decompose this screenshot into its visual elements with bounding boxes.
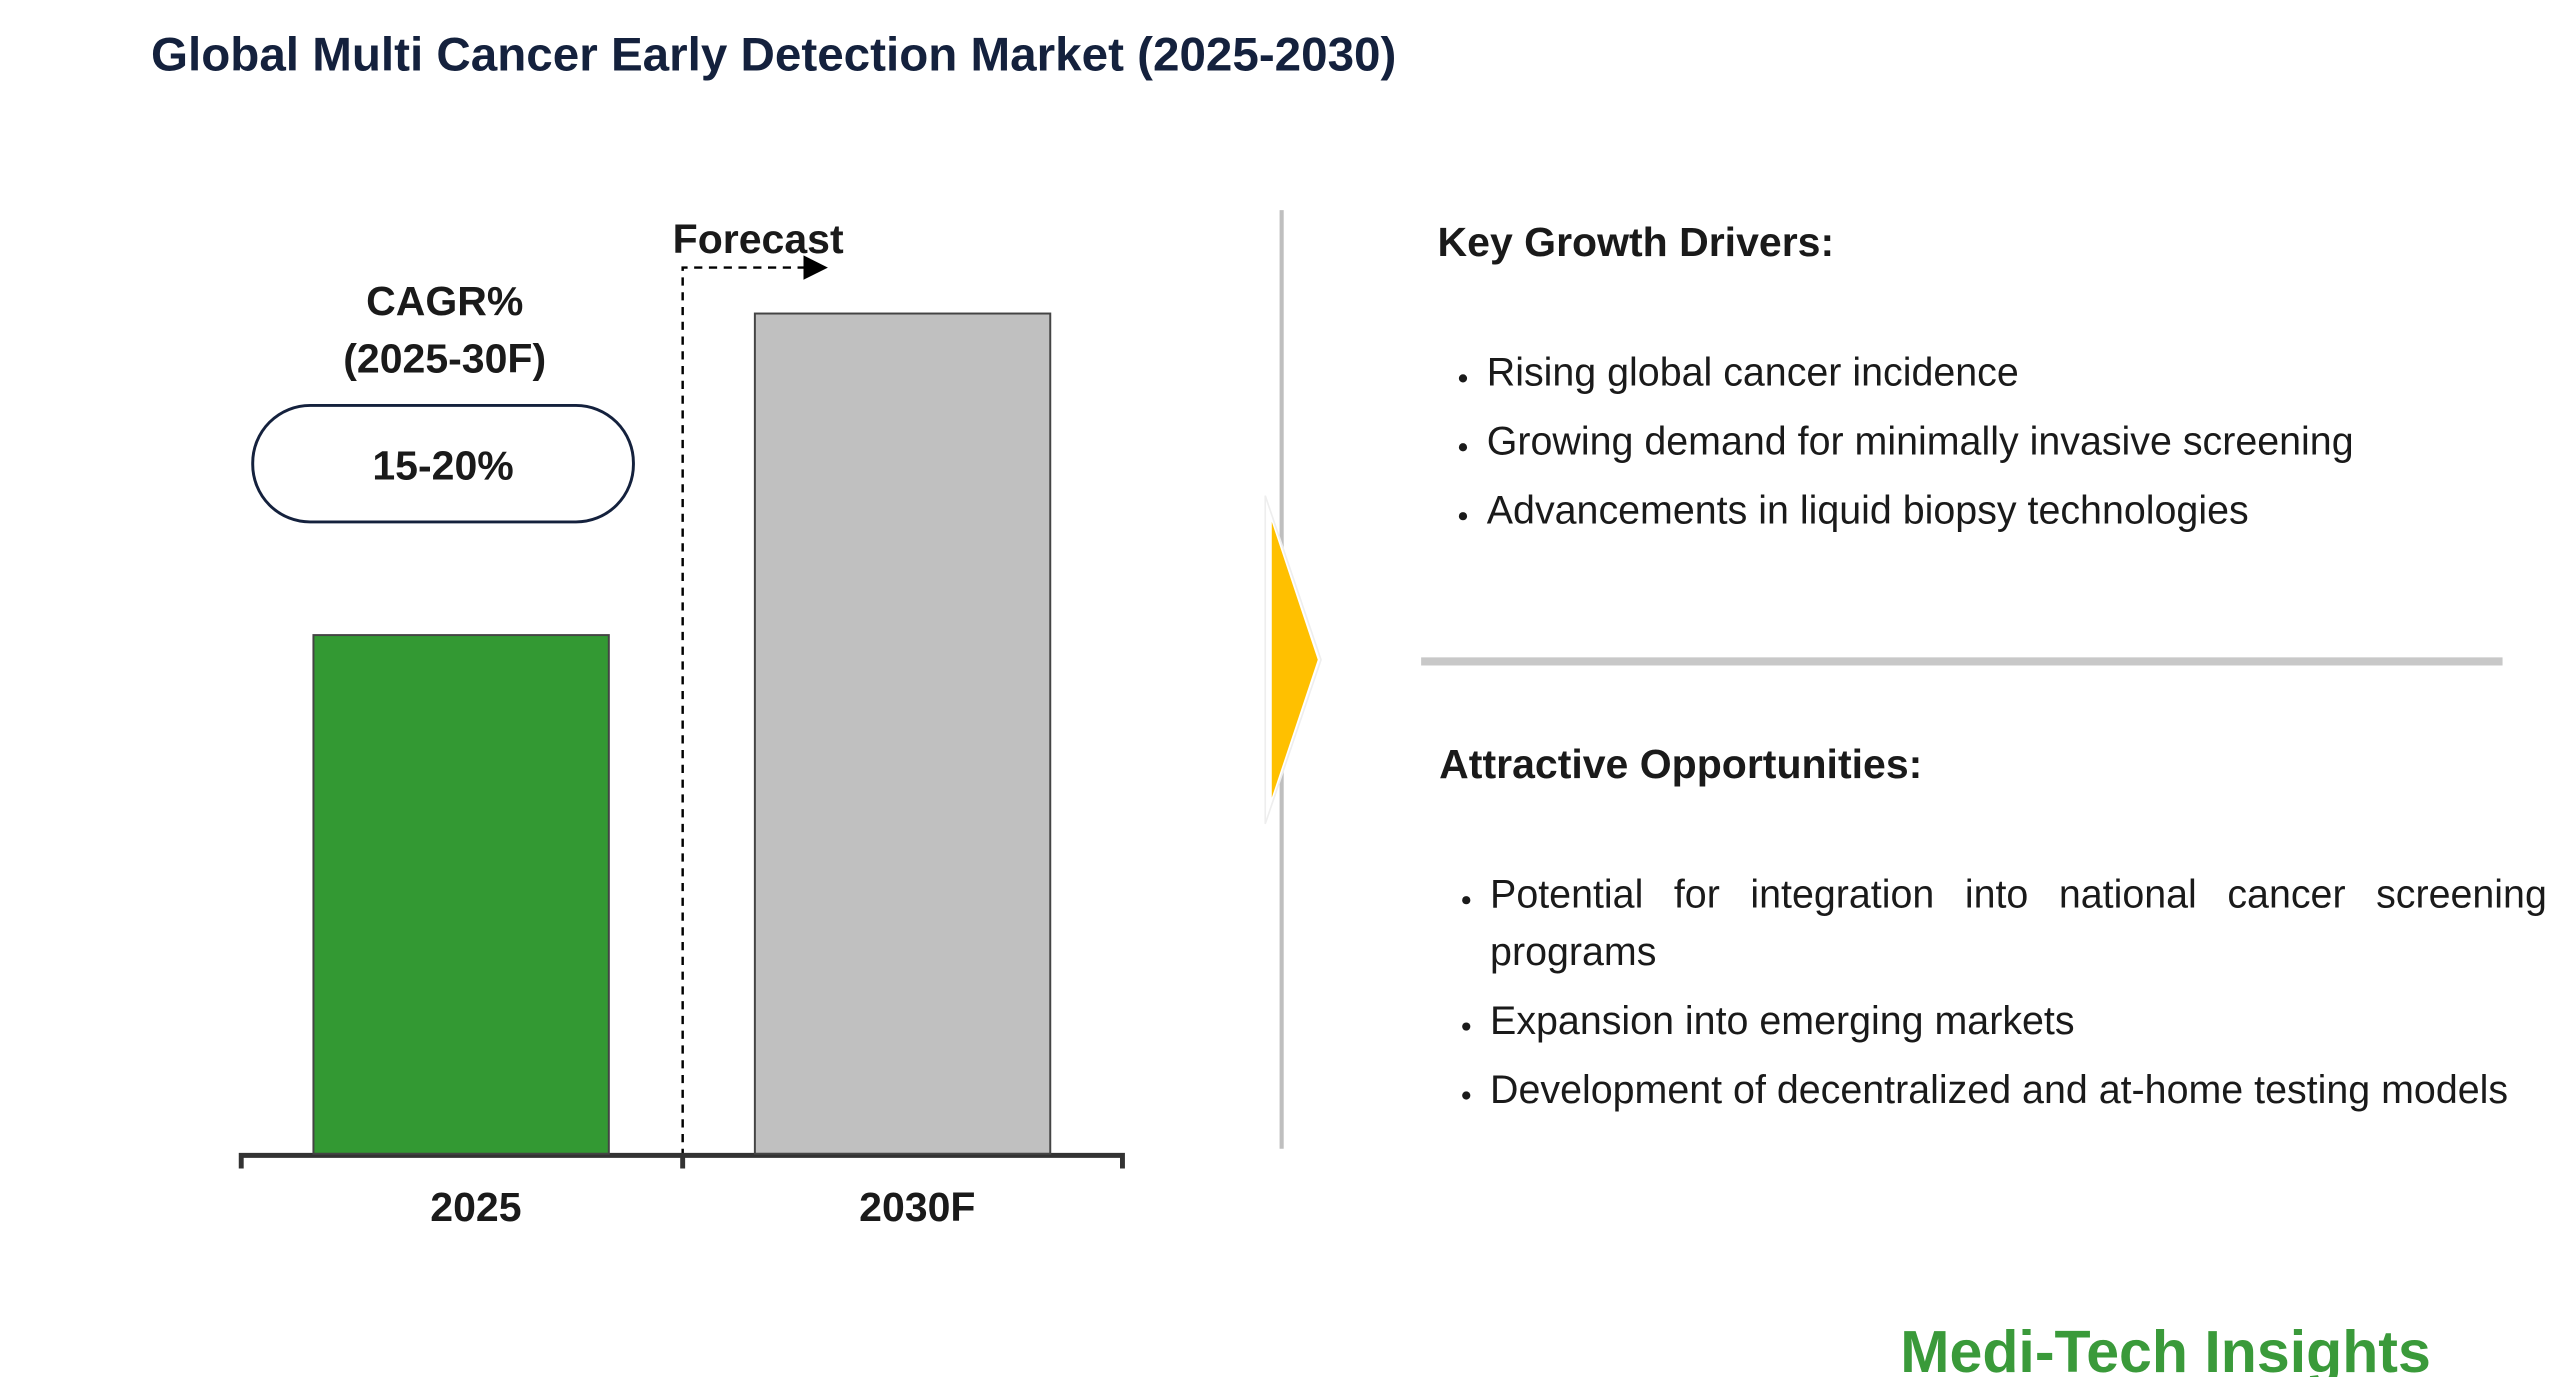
cagr-pill: [251, 403, 635, 524]
drivers-box: Rising global cancer incidence Growing de…: [1431, 345, 2547, 608]
page-title: Global Multi Cancer Early Detection Mark…: [151, 29, 1396, 82]
x-tick-label: 2030F: [859, 1184, 975, 1230]
bullet-item: Rising global cancer incidence: [1487, 345, 2547, 402]
x-axis: [238, 1152, 1125, 1169]
cagr-label: CAGR%: [366, 278, 523, 324]
bullet-item: Potential for integration into national …: [1490, 867, 2547, 982]
chevron: [1271, 521, 1318, 798]
bullet-item: Expansion into emerging markets: [1490, 993, 2547, 1050]
forecast-label: Forecast: [673, 216, 844, 262]
opportunities-box: Potential for integration into national …: [1434, 867, 2547, 1195]
bullet-item: Growing demand for minimally invasive sc…: [1487, 414, 2547, 471]
bullet-item: Development of decentralized and at-home…: [1490, 1062, 2547, 1119]
cagr-value: 15-20%: [372, 442, 513, 488]
bar: [312, 634, 610, 1155]
cagr-period: (2025-30F): [343, 336, 546, 382]
opportunities-heading: Attractive Opportunities:: [1439, 741, 1922, 787]
forecast-line: [681, 255, 828, 1158]
drivers-list: Rising global cancer incidence Growing de…: [1431, 345, 2547, 540]
logo: Medi-Tech Insights: [1900, 1319, 2430, 1377]
drivers-heading: Key Growth Drivers:: [1438, 219, 1835, 265]
x-tick-label: 2025: [430, 1184, 521, 1230]
opportunities-list: Potential for integration into national …: [1434, 867, 2547, 1120]
bar: [753, 312, 1052, 1155]
bullet-item: Advancements in liquid biopsy technologi…: [1487, 483, 2547, 540]
